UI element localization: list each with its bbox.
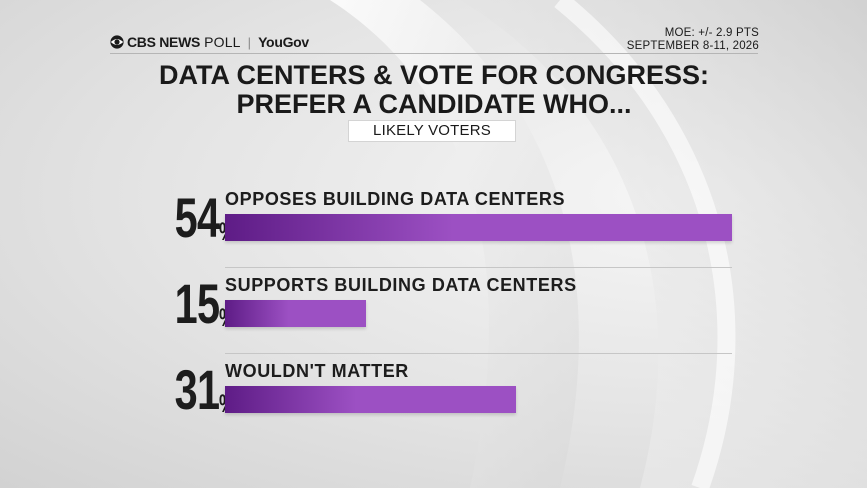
brand-separator: | — [247, 34, 252, 50]
bar-supports — [225, 300, 366, 327]
margin-of-error: MOE: +/- 2.9 PTS — [664, 27, 759, 39]
row-divider — [225, 267, 732, 268]
poll-dates: SEPTEMBER 8-11, 2026 — [626, 40, 759, 52]
bar-row-wouldnt-matter: 31 % WOULDN'T MATTER — [135, 358, 732, 438]
brand-cbs-news: CBS NEWS — [127, 34, 201, 50]
chart-title: DATA CENTERS & VOTE FOR CONGRESS: PREFER… — [100, 61, 768, 119]
chart-title-line-2: PREFER A CANDIDATE WHO... — [236, 89, 632, 119]
value-label: 31 — [174, 358, 219, 421]
category-label: SUPPORTS BUILDING DATA CENTERS — [225, 275, 577, 295]
header-divider — [110, 53, 758, 54]
cbs-eye-icon — [110, 35, 124, 49]
bar-row-supports: 15 % SUPPORTS BUILDING DATA CENTERS — [135, 272, 732, 354]
value-label-box: 15 — [135, 272, 219, 336]
poll-info: MOE: +/- 2.9 PTS SEPTEMBER 8-11, 2026 — [627, 27, 759, 53]
bar-row-opposes: 54 % OPPOSES BUILDING DATA CENTERS — [135, 186, 732, 268]
value-label: 54 — [174, 186, 219, 249]
bar-wouldnt-matter — [225, 386, 516, 413]
value-label-box: 54 — [135, 186, 219, 250]
value-label-box: 31 — [135, 358, 219, 422]
brand-logo: CBS NEWS POLL | YouGov — [110, 34, 309, 50]
value-label: 15 — [174, 272, 219, 335]
category-label: WOULDN'T MATTER — [225, 361, 409, 381]
brand-yougov: YouGov — [258, 34, 309, 50]
category-label: OPPOSES BUILDING DATA CENTERS — [225, 189, 566, 209]
bar-opposes — [225, 214, 732, 241]
row-divider — [225, 353, 732, 354]
chart-subtitle-badge: LIKELY VOTERS — [348, 120, 516, 142]
brand-poll: POLL — [204, 34, 241, 50]
chart-title-line-1: DATA CENTERS & VOTE FOR CONGRESS: — [158, 60, 710, 90]
